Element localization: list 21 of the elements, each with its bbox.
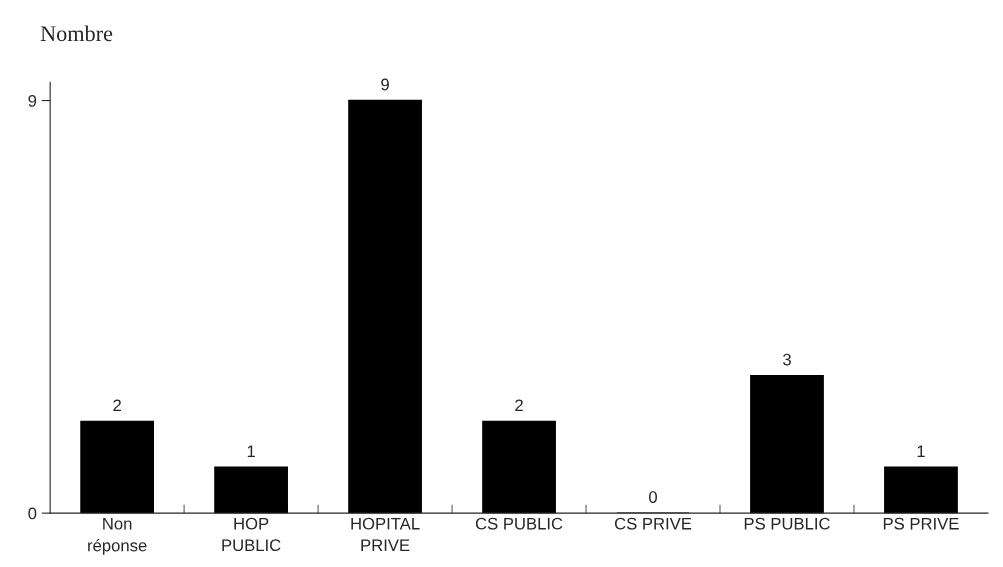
data-label: 1 [917,445,925,457]
x-tick-label: CS PUBLIC [475,517,563,530]
bar [80,420,155,514]
bar [884,466,958,514]
data-label: 3 [783,353,791,366]
bar [482,420,556,514]
x-tick-label: PS PUBLIC [744,517,830,530]
y-axis-title: Nombre [40,25,113,42]
data-label: 2 [113,399,121,412]
x-tick-label: CS PRIVE [614,517,692,530]
x-tick-label: HOP PUBLIC [222,517,281,552]
x-tick-label: HOPITAL PRIVE [351,517,420,551]
data-label: 9 [381,78,389,91]
x-tick-label: PS PRIVE [883,517,959,530]
bar [750,374,824,514]
data-label: 0 [649,491,658,503]
data-label: 1 [247,445,255,457]
bar [348,99,422,514]
x-tick-label: Non réponse [88,517,147,555]
bar [214,466,288,514]
data-label: 2 [515,399,523,412]
